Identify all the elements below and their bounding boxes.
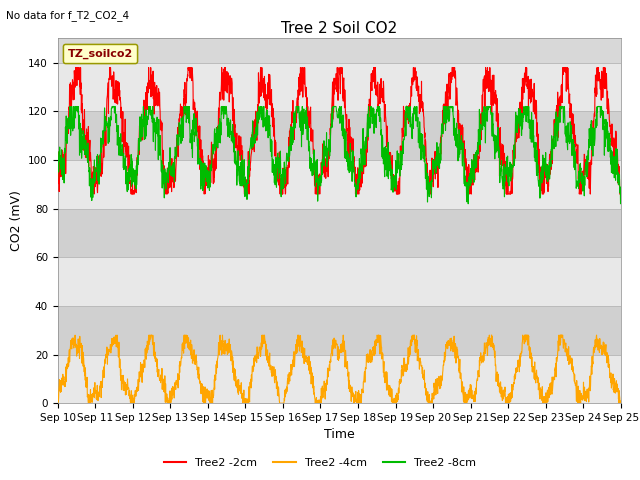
Y-axis label: CO2 (mV): CO2 (mV) — [10, 191, 22, 251]
Legend: Tree2 -2cm, Tree2 -4cm, Tree2 -8cm: Tree2 -2cm, Tree2 -4cm, Tree2 -8cm — [159, 453, 481, 472]
Bar — [58, 63, 621, 111]
X-axis label: Time: Time — [324, 429, 355, 442]
Bar — [58, 306, 621, 355]
Bar — [58, 209, 621, 257]
Legend: TZ_soilco2: TZ_soilco2 — [63, 44, 138, 63]
Bar — [58, 160, 621, 209]
Bar — [58, 111, 621, 160]
Title: Tree 2 Soil CO2: Tree 2 Soil CO2 — [281, 21, 397, 36]
Text: No data for f_T2_CO2_4: No data for f_T2_CO2_4 — [6, 10, 129, 21]
Bar — [58, 355, 621, 403]
Bar — [58, 257, 621, 306]
